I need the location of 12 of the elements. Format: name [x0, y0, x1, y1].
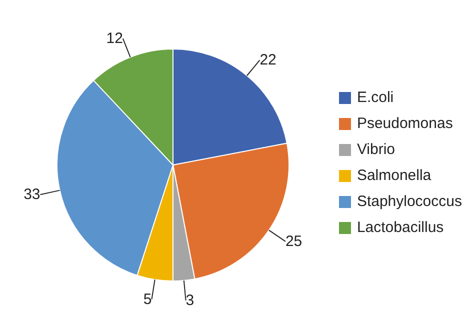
- legend-label: Staphylococcus: [356, 192, 462, 212]
- legend-label: Vibrio: [356, 140, 396, 160]
- legend-label: Pseudomonas: [356, 114, 453, 134]
- legend-label: E.coli: [356, 88, 394, 108]
- data-label: 3: [186, 292, 194, 309]
- data-label: 5: [143, 290, 152, 308]
- data-label: 12: [106, 30, 123, 48]
- legend-label: Lactobacillus: [356, 218, 444, 238]
- legend-label: Salmonella: [356, 166, 432, 186]
- data-label: 33: [24, 186, 40, 204]
- data-label: 22: [260, 52, 276, 69]
- data-label: 25: [285, 232, 302, 250]
